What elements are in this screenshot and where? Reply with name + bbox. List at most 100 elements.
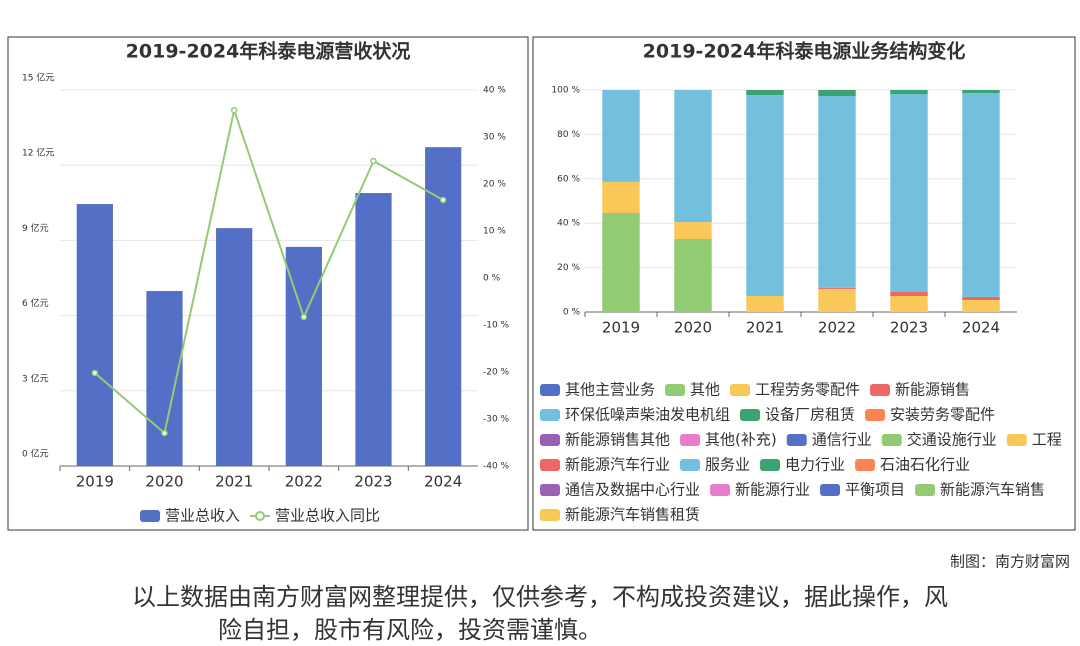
- y2-tick-label: -20 %: [483, 368, 510, 378]
- legend-label: 其他(补充): [705, 431, 777, 449]
- bar: [674, 238, 712, 312]
- x-tick-label: 2022: [818, 319, 856, 337]
- legend-label: 电力行业: [785, 456, 845, 474]
- x-tick-label: 2021: [746, 319, 784, 337]
- legend-swatch: [255, 511, 266, 521]
- line: [94, 106, 444, 435]
- legend-label: 新能源汽车行业: [565, 456, 670, 474]
- disclaimer-line: 以上数据由南方财富网整理提供，仅供参考，不构成投资建议，据此操作，风: [132, 583, 948, 611]
- y-tick-label: 9 亿元: [22, 222, 49, 234]
- y-tick-label: 80 %: [557, 130, 580, 140]
- bar: [890, 292, 928, 297]
- chart-title: 2019-2024年科泰电源营收状况: [126, 40, 411, 63]
- legend-swatch: [1006, 434, 1027, 446]
- legend-swatch: [540, 434, 560, 446]
- y-tick-label: 12 亿元: [22, 147, 54, 159]
- legend-swatch: [730, 384, 751, 396]
- y-tick-label: 15 亿元: [22, 72, 54, 84]
- bar: [602, 212, 640, 312]
- bar: [818, 90, 856, 96]
- bar: [216, 228, 253, 466]
- bar: [962, 296, 1000, 301]
- line-point: [161, 429, 168, 437]
- bar: [746, 90, 784, 96]
- legend-swatch: [760, 459, 781, 471]
- legend-swatch: [140, 510, 160, 522]
- legend-label: 新能源销售其他: [565, 431, 670, 449]
- legend-label: 其他主营业务: [565, 381, 655, 399]
- legend: 营业总收入 营业总收入同比: [140, 507, 380, 525]
- legend-swatch: [680, 434, 701, 446]
- bar: [962, 300, 1000, 312]
- legend-label: 工程劳务零配件: [755, 381, 860, 399]
- legend-label: 工程: [1032, 431, 1062, 449]
- x-tick-label: 2021: [215, 473, 253, 491]
- legend-swatch: [820, 484, 841, 496]
- bar: [355, 193, 392, 467]
- bar: [890, 296, 928, 312]
- legend-label: 石油石化行业: [880, 456, 970, 474]
- y-tick-label: 20 %: [557, 263, 580, 273]
- legend-label: 新能源汽车销售: [940, 481, 1045, 499]
- chart-title: 2019-2024年科泰电源业务结构变化: [643, 40, 966, 63]
- y-tick-label: 0 亿元: [22, 448, 49, 460]
- legend-swatch: [855, 459, 876, 471]
- y2-tick-label: -10 %: [483, 321, 510, 331]
- y2-tick-label: 20 %: [483, 180, 506, 190]
- x-tick-label: 2020: [674, 319, 712, 337]
- legend-swatch: [540, 484, 560, 496]
- bar: [674, 90, 712, 223]
- y-tick-label: 40 %: [557, 219, 580, 229]
- legend-label: 营业总收入: [165, 507, 240, 525]
- y-tick-label: 3 亿元: [22, 372, 49, 384]
- legend-label: 通信及数据中心行业: [565, 481, 700, 499]
- y2-tick-label: 30 %: [483, 133, 506, 143]
- disclaimer-line: 险自担，股市有风险，投资需谨慎。: [218, 616, 602, 644]
- x-tick-label: 2023: [354, 473, 392, 491]
- x-tick-label: 2020: [145, 473, 183, 491]
- bar: [890, 93, 928, 293]
- bar: [962, 93, 1000, 297]
- legend-label: 新能源汽车销售租赁: [565, 506, 700, 524]
- y-tick-label: 100 %: [551, 86, 580, 96]
- legend-swatch: [865, 409, 886, 421]
- y-tick-label: 6 亿元: [22, 297, 49, 309]
- legend-swatch: [786, 434, 807, 446]
- legend-swatch: [870, 384, 891, 396]
- line-point: [370, 157, 377, 165]
- y2-tick-label: -40 %: [483, 462, 510, 472]
- legend-swatch: [915, 484, 936, 496]
- line-point: [439, 196, 447, 204]
- x-tick-label: 2022: [285, 473, 323, 491]
- bar: [890, 90, 928, 94]
- bar: [602, 181, 640, 213]
- line-point: [300, 313, 308, 321]
- credit: 制图：南方财富网: [950, 553, 1070, 571]
- x-tick-label: 2024: [424, 473, 462, 491]
- legend-swatch: [540, 509, 560, 521]
- bar: [746, 296, 784, 312]
- legend-label: 通信行业: [812, 431, 872, 449]
- legend-label: 交通设施行业: [907, 431, 997, 449]
- legend-label: 设备厂房租赁: [765, 406, 855, 424]
- legend-swatch: [710, 484, 731, 496]
- legend-label: 安装劳务零配件: [890, 406, 995, 424]
- y2-tick-label: 10 %: [483, 227, 506, 237]
- legend-label: 新能源销售: [895, 381, 970, 399]
- legend-label: 平衡项目: [845, 481, 905, 499]
- x-tick-label: 2023: [890, 319, 928, 337]
- legend-swatch: [540, 409, 560, 421]
- bar: [602, 90, 640, 182]
- y-tick-label: 0 %: [563, 308, 581, 318]
- bar: [818, 287, 856, 289]
- x-tick-label: 2019: [76, 473, 114, 491]
- legend-label: 营业总收入同比: [275, 507, 380, 525]
- bar: [76, 204, 113, 466]
- legend-label: 其他: [690, 381, 720, 399]
- y-tick-label: 60 %: [557, 174, 580, 184]
- bar: [818, 95, 856, 288]
- legend-swatch: [540, 459, 560, 471]
- bar: [962, 90, 1000, 94]
- bar: [746, 95, 784, 297]
